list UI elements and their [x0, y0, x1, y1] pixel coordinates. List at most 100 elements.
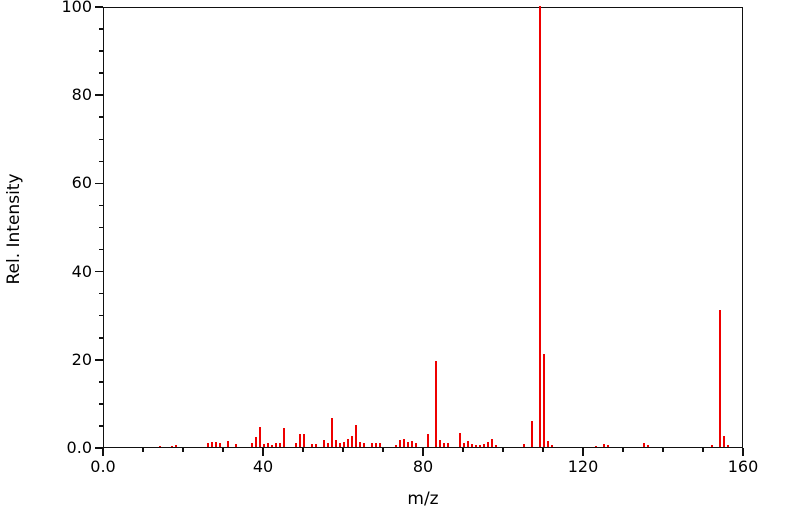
spectrum-peak: [331, 418, 333, 447]
x-minor-tick: [462, 448, 464, 452]
x-minor-tick: [142, 448, 144, 452]
spectrum-peak: [463, 442, 465, 447]
x-minor-tick: [382, 448, 384, 452]
x-minor-tick: [702, 448, 704, 452]
spectrum-peak: [323, 439, 325, 447]
spectrum-peak: [359, 441, 361, 447]
x-tick-label: 160: [727, 457, 759, 476]
spectrum-peak: [435, 361, 437, 447]
spectrum-peak: [411, 440, 413, 447]
x-major-tick: [262, 448, 264, 456]
spectrum-peak: [275, 442, 277, 447]
y-tick-label: 60: [71, 173, 92, 193]
spectrum-peak: [251, 442, 253, 447]
x-minor-tick: [542, 448, 544, 452]
y-minor-tick: [99, 336, 103, 339]
y-major-tick: [95, 6, 103, 8]
spectrum-peak: [283, 427, 285, 447]
spectrum-peak: [335, 440, 337, 447]
x-tick-label: 0.0: [90, 457, 116, 476]
spectrum-peak: [379, 442, 381, 447]
spectrum-peak: [539, 6, 541, 447]
spectrum-peak: [603, 444, 605, 447]
spectrum-peak: [263, 443, 265, 447]
spectrum-peak: [347, 438, 349, 447]
x-tick-label: 120: [567, 457, 599, 476]
y-tick-label: 20: [71, 349, 92, 369]
x-minor-tick: [342, 448, 344, 452]
y-minor-tick: [99, 248, 103, 251]
spectrum-peak: [543, 354, 545, 447]
x-major-tick: [742, 448, 744, 456]
spectrum-peak: [255, 437, 257, 447]
spectrum-peak: [475, 444, 477, 447]
spectrum-peak: [375, 443, 377, 447]
spectrum-peak: [495, 444, 497, 447]
spectrum-peak: [531, 420, 533, 447]
spectrum-peak: [355, 424, 357, 447]
spectrum-peak: [719, 310, 721, 447]
spectrum-peak: [371, 443, 373, 447]
x-minor-tick: [662, 448, 664, 452]
x-major-tick: [102, 448, 104, 456]
spectrum-peak: [327, 442, 329, 447]
spectrum-peak: [447, 442, 449, 447]
x-minor-tick: [502, 448, 504, 452]
spectrum-peak: [595, 445, 597, 447]
spectrum-peak: [311, 444, 313, 447]
y-minor-tick: [99, 28, 103, 30]
x-tick-label: 80: [412, 457, 434, 476]
x-minor-tick: [622, 448, 624, 452]
x-major-tick: [422, 448, 424, 456]
x-minor-tick: [222, 448, 224, 452]
spectrum-peak: [363, 442, 365, 447]
spectrum-peak: [207, 443, 209, 447]
y-tick-label: 100: [61, 0, 92, 16]
spectrum-peak: [159, 445, 161, 447]
spectrum-peak: [491, 439, 493, 447]
spectrum-peak: [235, 443, 237, 447]
spectrum-peak: [343, 441, 345, 447]
spectrum-peak: [443, 442, 445, 447]
y-major-tick: [95, 447, 103, 449]
y-minor-tick: [99, 314, 103, 317]
spectrum-peak: [607, 444, 609, 447]
y-minor-tick: [99, 204, 103, 207]
y-tick-label: 80: [71, 85, 92, 105]
y-minor-tick: [99, 403, 103, 405]
spectrum-peak: [643, 443, 645, 447]
spectrum-peak: [215, 442, 217, 447]
spectrum-peak: [427, 433, 429, 447]
y-major-tick: [95, 182, 103, 185]
spectrum-peak: [459, 432, 461, 447]
y-minor-tick: [99, 72, 103, 74]
spectrum-peak: [471, 444, 473, 447]
spectrum-peak: [711, 445, 713, 447]
spectrum-peak: [647, 445, 649, 447]
y-tick-label: 0.0: [66, 438, 92, 457]
y-minor-tick: [99, 425, 103, 427]
spectrum-peak: [339, 443, 341, 447]
spectrum-peak: [523, 443, 525, 447]
x-tick-label: 40: [252, 457, 274, 476]
y-axis-label: Rel. Intensity: [4, 173, 24, 285]
spectrum-peak: [395, 444, 397, 447]
spectrum-peak: [295, 442, 297, 447]
spectrum-peak: [467, 440, 469, 447]
x-major-tick: [582, 448, 584, 456]
x-minor-tick: [302, 448, 304, 452]
y-major-tick: [95, 270, 103, 273]
y-major-tick: [95, 359, 103, 361]
spectrum-peak: [315, 443, 317, 447]
spectrum-peak: [267, 443, 269, 447]
spectrum-peak: [279, 443, 281, 447]
spectrum-peak: [415, 443, 417, 447]
y-minor-tick: [99, 292, 103, 295]
y-minor-tick: [99, 226, 103, 229]
spectrum-peak: [219, 443, 221, 447]
spectrum-peak: [547, 440, 549, 447]
spectrum-peak: [403, 439, 405, 447]
y-minor-tick: [99, 138, 103, 141]
spectrum-peak: [399, 440, 401, 447]
